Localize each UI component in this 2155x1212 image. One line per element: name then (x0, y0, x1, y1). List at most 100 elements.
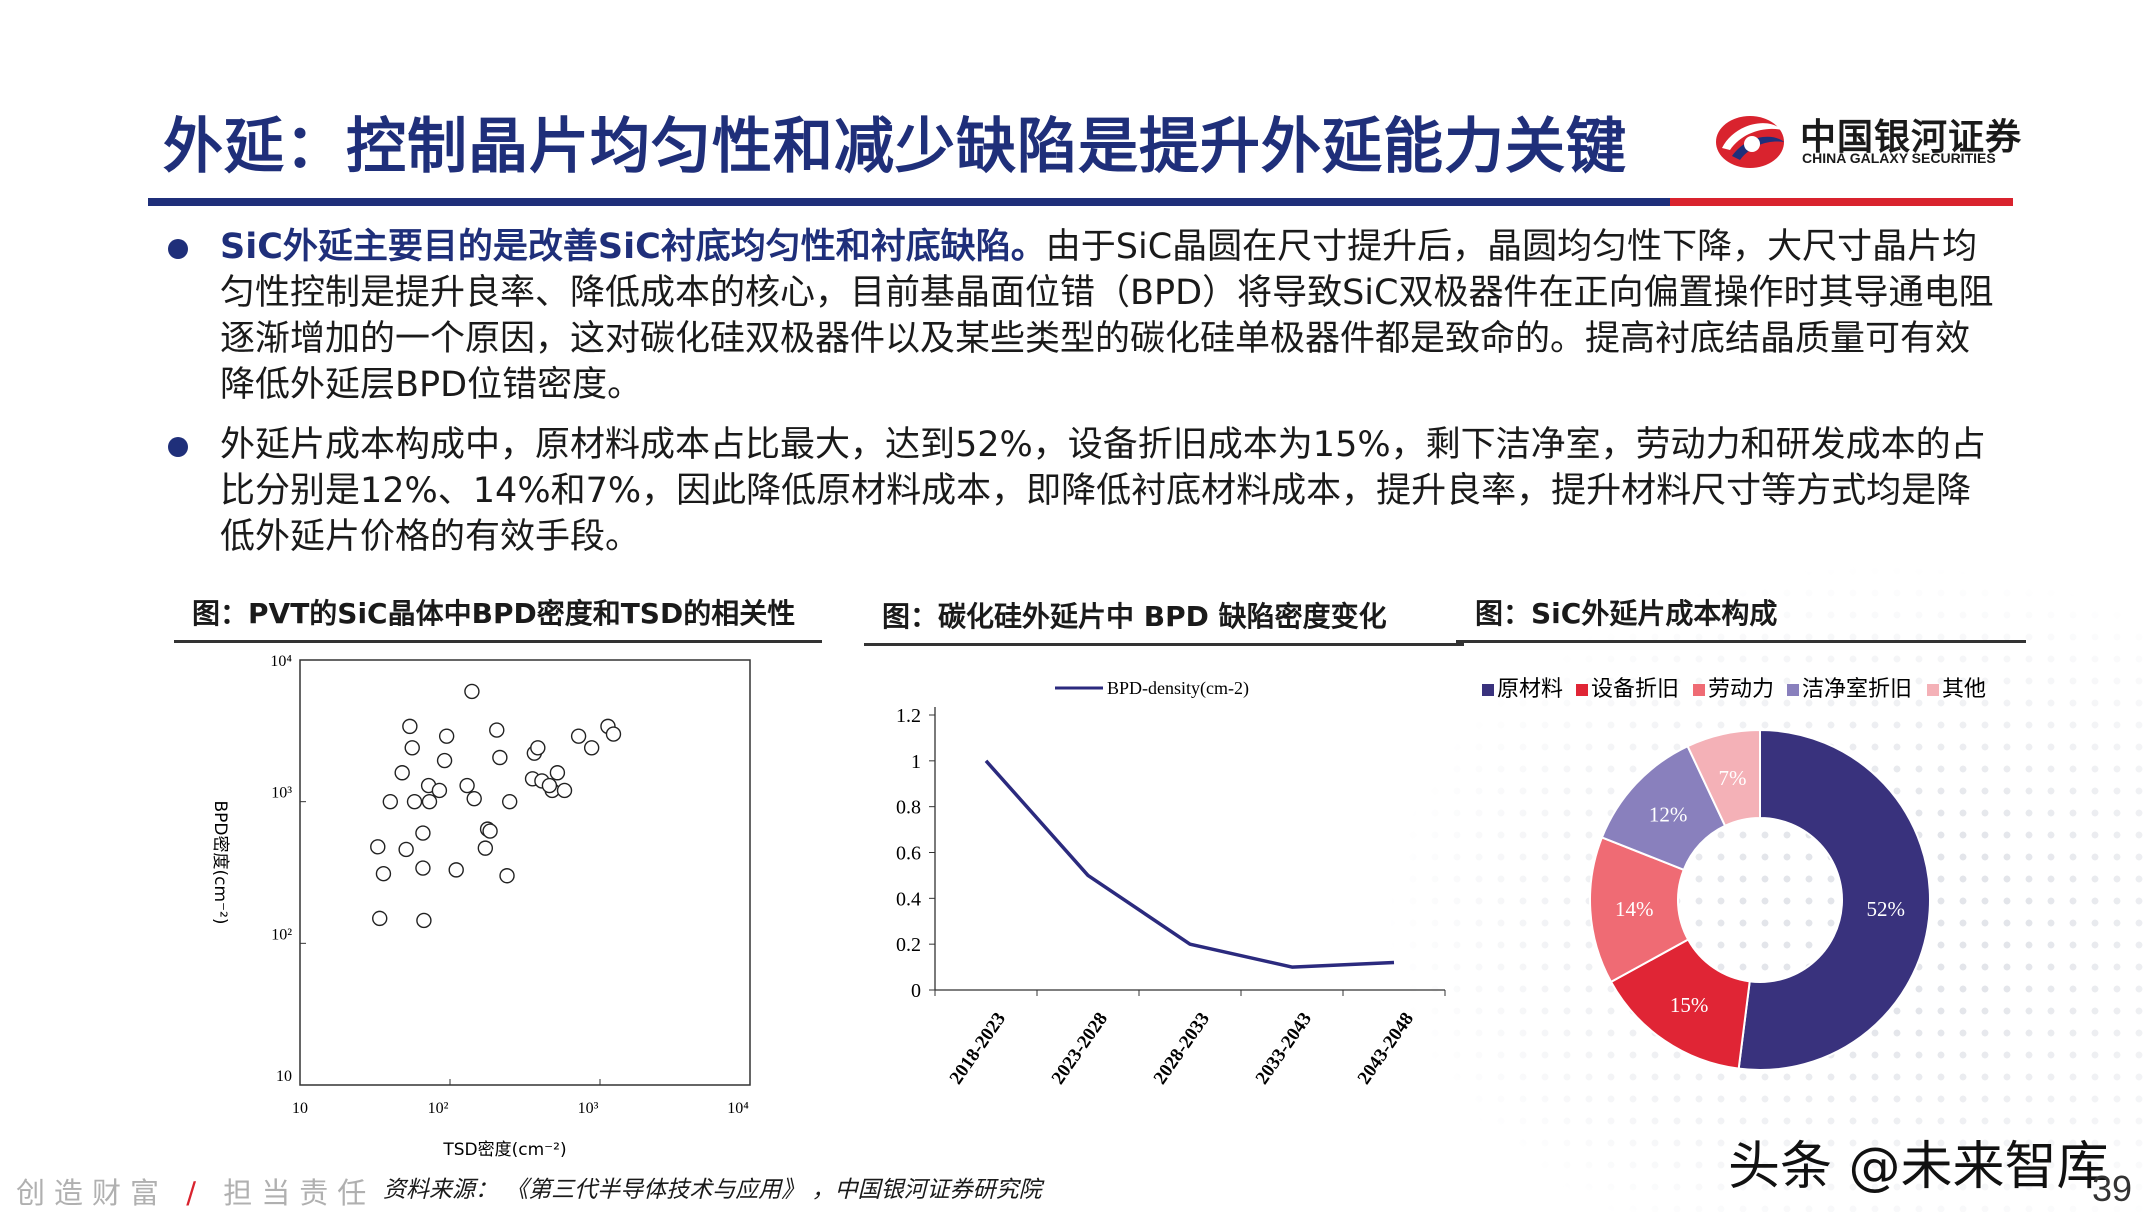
legend-swatch (1482, 684, 1494, 696)
legend-swatch (1693, 684, 1705, 696)
scatter-point (415, 825, 431, 841)
y-tick-label: 1.2 (896, 705, 921, 727)
scatter-title-rule (174, 640, 822, 643)
y-tick-label: 10² (271, 926, 292, 943)
y-tick-label: 0.2 (896, 934, 921, 956)
legend-label: 洁净室折旧 (1802, 677, 1912, 702)
scatter-point (583, 740, 600, 756)
scatter-point (492, 749, 508, 766)
scatter-point (382, 793, 399, 810)
scatter-point (372, 910, 388, 927)
slogan-part-a: 创造财富 (16, 1176, 169, 1210)
page-title: 外延：控制晶片均匀性和减少缺陷是提升外延能力关键 (163, 112, 1627, 182)
legend-swatch (1576, 684, 1588, 696)
scatter-point (549, 765, 566, 781)
y-tick-label: 10 (276, 1068, 292, 1085)
scatter-point (464, 683, 480, 700)
scatter-point (530, 740, 546, 756)
scatter-point (402, 718, 418, 735)
scatter-point (489, 722, 505, 738)
scatter-point (466, 790, 482, 807)
bullet-text: 外延片成本构成中，原材料成本占比最大，达到52%，设备折旧成本为15%，剩下洁净… (220, 425, 1986, 557)
x-tick-label: 10 (292, 1100, 308, 1117)
legend-label: 劳动力 (1708, 677, 1774, 702)
y-tick-label: 1 (911, 751, 921, 773)
page-number: 39 (2092, 1168, 2133, 1209)
x-tick-label: 2018-2023 (946, 1009, 1010, 1088)
title-rule-red (1670, 198, 2013, 206)
legend-label: 设备折旧 (1591, 677, 1679, 702)
y-tick-label: 0.8 (896, 797, 921, 819)
sic-cost-donut-chart: 原材料 设备折旧 劳动力 洁净室折旧 其他 52% 15% 14% 12% 7% (1482, 677, 1986, 1071)
slogan-separator: / (186, 1176, 206, 1210)
slice-value-label: 15% (1670, 993, 1709, 1017)
scatter-point (431, 782, 448, 799)
source-note: 资料来源： 《第三代半导体技术与应用》 ，中国银河证券研究院 (383, 1177, 1042, 1203)
scatter-point (556, 782, 573, 799)
donut-slice (1737, 728, 1932, 1071)
pie-figure-title: 图：SiC外延片成本构成 (1475, 597, 1778, 630)
scatter-point (459, 777, 475, 794)
x-tick-label: 10³ (578, 1100, 599, 1117)
scatter-point (415, 860, 431, 876)
dotted-background (1380, 560, 2155, 1212)
pie-title-rule (1456, 640, 2026, 643)
y-tick-label: 0.6 (896, 843, 921, 865)
scatter-point (416, 912, 432, 929)
x-tick-label: 2043-2048 (1354, 1009, 1418, 1088)
y-tick-label: 10⁴ (270, 653, 292, 670)
legend-swatch (1927, 684, 1939, 696)
scatter-point (394, 765, 410, 781)
x-tick-label: 2023-2028 (1048, 1009, 1112, 1088)
series-line (984, 759, 1395, 969)
scatter-point (421, 793, 438, 810)
scatter-point (438, 728, 455, 744)
scatter-point (448, 862, 464, 878)
logo-chinese-name: 中国银河证券 (1800, 117, 2023, 158)
scatter-point (605, 726, 622, 742)
y-axis-label: BPD密度(cm⁻²) (210, 801, 230, 925)
x-tick-label: 2033-2043 (1252, 1009, 1316, 1088)
y-tick-label: 10³ (271, 785, 292, 802)
legend-label: 原材料 (1497, 677, 1563, 702)
logo-english-name: CHINA GALAXY SECURITIES (1802, 150, 1996, 166)
legend-label: BPD-density(cm-2) (1107, 678, 1249, 699)
slice-value-label: 52% (1867, 897, 1906, 921)
scatter-point (499, 868, 515, 884)
scatter-point (570, 728, 587, 744)
legend-label: 其他 (1942, 677, 1986, 702)
line-figure-title: 图：碳化硅外延片中 BPD 缺陷密度变化 (882, 600, 1387, 633)
x-axis-label: TSD密度(cm⁻²) (442, 1140, 566, 1160)
watermark: 头条 @未来智库 (1728, 1137, 2109, 1197)
bullet-item: 外延片成本构成中，原材料成本占比最大，达到52%，设备折旧成本为15%，剩下洁净… (168, 422, 1998, 560)
scatter-figure-title: 图：PVT的SiC晶体中BPD密度和TSD的相关性 (192, 597, 796, 630)
y-tick-label: 0 (911, 980, 921, 1002)
scatter-point (541, 777, 558, 794)
galaxy-logo-icon (1716, 116, 1784, 168)
y-tick-label: 0.4 (896, 888, 921, 910)
scatter-point (436, 752, 453, 769)
plot-frame (299, 659, 751, 1086)
x-tick-label: 10⁴ (727, 1100, 749, 1117)
slice-value-label: 7% (1719, 766, 1747, 790)
x-tick-label: 2028-2033 (1150, 1009, 1214, 1088)
donut-slice (1686, 728, 1761, 828)
scatter-point (406, 793, 423, 810)
bullet-dot-icon (168, 437, 188, 457)
legend-swatch (1787, 684, 1799, 696)
bullet-item: SiC外延主要目的是改善SiC衬底均匀性和衬底缺陷。由于SiC晶圆在尺寸提升后，… (168, 224, 1998, 408)
bullet-text: 由于SiC晶圆在尺寸提升后，晶圆均匀性下降，大尺寸晶片均匀性控制是提升良率、降低… (220, 227, 1994, 405)
scatter-point (482, 823, 498, 839)
scatter-point (370, 839, 386, 855)
company-logo: 中国银河证券 CHINA GALAXY SECURITIES (1712, 104, 2021, 174)
footer-slogan: 创造财富 / 担当责任 (16, 1170, 375, 1212)
line-title-rule (864, 643, 1464, 646)
bullet-list: SiC外延主要目的是改善SiC衬底均匀性和衬底缺陷。由于SiC晶圆在尺寸提升后，… (168, 224, 1998, 574)
scatter-point (375, 866, 392, 882)
bpd-density-line-chart: BPD-density(cm-2) 0 0.2 0.4 0.6 0.8 1 1.2 2018-2… (896, 678, 1446, 1088)
bullet-lead: SiC外延主要目的是改善SiC衬底均匀性和衬底缺陷。 (220, 227, 1046, 267)
scatter-point (501, 793, 518, 810)
slogan-part-b: 担当责任 (223, 1176, 376, 1210)
x-tick-label: 10² (428, 1100, 449, 1117)
